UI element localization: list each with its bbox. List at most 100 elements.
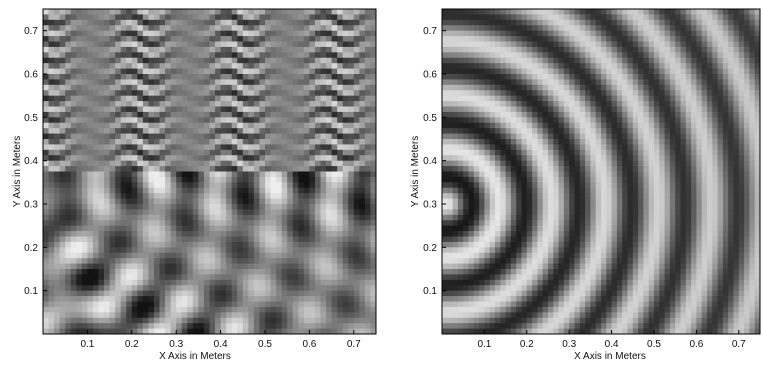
- heatmap-cell: [192, 68, 199, 75]
- heatmap-cell: [292, 176, 299, 183]
- heatmap-cell: [237, 301, 244, 308]
- heatmap-cell: [176, 155, 183, 162]
- heatmap-cell: [109, 225, 116, 232]
- heatmap-cell: [370, 306, 377, 313]
- heatmap-cell: [176, 236, 183, 243]
- heatmap-cell: [473, 9, 480, 15]
- heatmap-cell: [142, 122, 149, 129]
- heatmap-cell: [298, 160, 305, 167]
- heatmap-cell: [359, 46, 366, 53]
- heatmap-cell: [675, 95, 681, 102]
- heatmap-cell: [298, 296, 305, 302]
- heatmap-cell: [601, 19, 607, 26]
- heatmap-cell: [109, 236, 116, 243]
- heatmap-cell: [59, 122, 66, 129]
- heatmap-cell: [159, 182, 166, 189]
- heatmap-cell: [65, 9, 72, 15]
- heatmap-cell: [98, 198, 105, 205]
- heatmap-cell: [309, 95, 316, 102]
- heatmap-cell: [131, 204, 138, 210]
- heatmap-cell: [148, 149, 155, 156]
- heatmap-cell: [595, 79, 602, 86]
- heatmap-cell: [87, 144, 94, 151]
- heatmap-cell: [81, 25, 88, 32]
- heatmap-cell: [484, 52, 491, 59]
- heatmap-cell: [548, 14, 554, 21]
- heatmap-cell: [81, 214, 88, 221]
- heatmap-cell: [92, 122, 99, 129]
- heatmap-cell: [115, 285, 122, 292]
- heatmap-cell: [526, 117, 533, 124]
- heatmap-cell: [326, 247, 332, 254]
- heatmap-cell: [309, 193, 316, 199]
- heatmap-cell: [276, 117, 283, 124]
- heatmap-cell: [115, 220, 122, 227]
- heatmap-cell: [754, 106, 761, 113]
- heatmap-cell: [370, 328, 377, 335]
- heatmap-cell: [231, 63, 238, 69]
- heatmap-cell: [187, 306, 194, 313]
- heatmap-cell: [126, 204, 133, 210]
- heatmap-cell: [473, 41, 480, 48]
- heatmap-cell: [154, 193, 160, 199]
- heatmap-cell: [242, 111, 249, 118]
- heatmap-cell: [248, 79, 255, 86]
- heatmap-cell: [320, 323, 327, 329]
- heatmap-cell: [532, 25, 538, 32]
- heatmap-cell: [309, 19, 316, 26]
- heatmap-cell: [680, 30, 687, 37]
- heatmap-cell: [342, 14, 349, 21]
- heatmap-cell: [370, 133, 377, 140]
- heatmap-cell: [126, 231, 133, 237]
- heatmap-cell: [226, 128, 233, 134]
- heatmap-cell: [364, 117, 371, 124]
- heatmap-cell: [165, 160, 172, 167]
- heatmap-cell: [701, 36, 708, 42]
- heatmap-cell: [309, 187, 316, 194]
- heatmap-cell: [226, 52, 233, 59]
- heatmap-cell: [728, 106, 734, 113]
- heatmap-cell: [468, 25, 475, 32]
- heatmap-cell: [131, 258, 138, 264]
- heatmap-cell: [209, 95, 216, 102]
- heatmap-cell: [510, 95, 517, 102]
- heatmap-cell: [87, 312, 94, 319]
- heatmap-cell: [59, 214, 66, 221]
- heatmap-cell: [159, 68, 166, 75]
- heatmap-cell: [126, 247, 133, 254]
- heatmap-cell: [733, 101, 740, 107]
- heatmap-cell: [131, 9, 138, 15]
- heatmap-cell: [479, 25, 485, 32]
- heatmap-cell: [342, 117, 349, 124]
- heatmap-cell: [220, 160, 227, 167]
- heatmap-cell: [115, 263, 122, 270]
- heatmap-cell: [754, 52, 761, 59]
- heatmap-cell: [253, 231, 260, 237]
- heatmap-cell: [142, 166, 149, 172]
- heatmap-cell: [298, 74, 305, 80]
- heatmap-cell: [749, 106, 756, 113]
- heatmap-cell: [359, 263, 366, 270]
- heatmap-cell: [364, 90, 371, 97]
- heatmap-cell: [337, 117, 344, 124]
- heatmap-cell: [516, 46, 522, 53]
- heatmap-cell: [265, 166, 271, 172]
- heatmap-cell: [70, 274, 77, 281]
- heatmap-cell: [337, 220, 344, 227]
- heatmap-cell: [309, 133, 316, 140]
- heatmap-cell: [131, 274, 138, 281]
- heatmap-cell: [479, 122, 485, 129]
- heatmap-cell: [442, 57, 448, 64]
- heatmap-cell: [712, 101, 718, 107]
- heatmap-cell: [148, 323, 155, 329]
- heatmap-cell: [43, 122, 49, 129]
- heatmap-cell: [680, 57, 687, 64]
- heatmap-cell: [638, 63, 644, 69]
- heatmap-cell: [87, 306, 94, 313]
- heatmap-cell: [292, 252, 299, 259]
- heatmap-cell: [348, 263, 355, 270]
- heatmap-cell: [447, 52, 453, 59]
- heatmap-cell: [215, 274, 221, 281]
- heatmap-cell: [59, 209, 66, 216]
- heatmap-cell: [303, 46, 310, 53]
